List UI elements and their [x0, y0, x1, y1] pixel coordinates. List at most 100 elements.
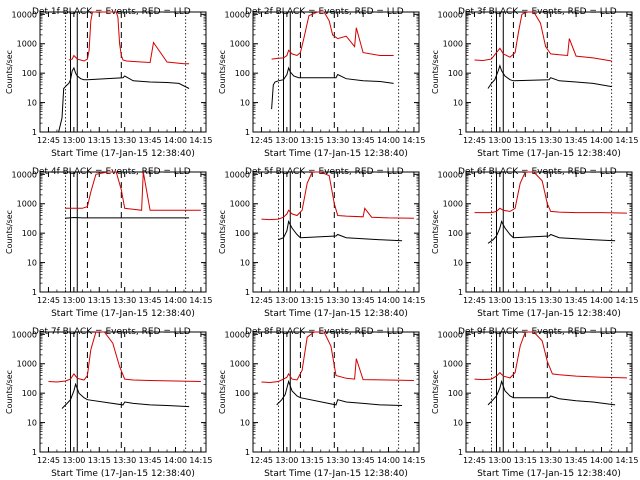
x-tick-label: 13:30	[113, 456, 136, 465]
y-tick-label: 1000	[443, 360, 463, 369]
x-axis-label: Start Time (17-Jan-15 12:38:40)	[51, 149, 195, 159]
detector-panel-2: Det 2f BLACK = Events, RED = LLDCounts/s…	[218, 7, 425, 159]
x-tick-label: 13:00	[488, 456, 511, 465]
y-tick-label: 1000	[443, 200, 463, 209]
y-axis-label: Counts/sec	[218, 370, 227, 414]
y-tick-label: 10	[453, 259, 463, 268]
y-tick-label: 100	[235, 229, 250, 238]
x-tick-label: 12:45	[463, 136, 486, 145]
y-tick-label: 1000	[230, 360, 250, 369]
x-tick-label: 14:15	[189, 296, 212, 305]
x-tick-label: 14:15	[615, 296, 638, 305]
x-tick-label: 14:15	[615, 136, 638, 145]
x-tick-label: 14:00	[377, 296, 400, 305]
x-tick-label: 14:00	[164, 136, 187, 145]
panel-title: Det 5f BLACK = Events, RED = LLD	[245, 167, 404, 177]
series-line-lld	[261, 331, 414, 384]
x-tick-label: 14:00	[164, 456, 187, 465]
detector-panel-6: Det 6f BLACK = Events, RED = LLD Counts/s…	[431, 167, 638, 319]
y-tick-label: 10000	[12, 10, 37, 19]
x-tick-label: 12:45	[250, 456, 273, 465]
x-tick-label: 12:45	[37, 136, 60, 145]
detector-panel-5: Det 5f BLACK = Events, RED = LLD Counts/s…	[218, 167, 425, 319]
x-tick-label: 13:00	[275, 456, 298, 465]
y-tick-label: 10	[240, 99, 250, 108]
y-axis-label: Counts/sec	[431, 370, 440, 414]
x-tick-label: 13:45	[565, 296, 588, 305]
x-axis-label: Start Time (17-Jan-15 12:38:40)	[264, 149, 408, 159]
x-tick-label: 13:00	[488, 296, 511, 305]
y-tick-label: 100	[22, 229, 37, 238]
x-tick-label: 14:15	[402, 136, 425, 145]
detector-panel-4: Det 4f BLACK = Events, RED = LLDCounts/s…	[5, 167, 212, 319]
x-axis-label: Start Time (17-Jan-15 12:38:40)	[477, 469, 621, 479]
y-tick-label: 10000	[225, 170, 250, 179]
y-tick-label: 10000	[12, 330, 37, 339]
x-tick-label: 14:15	[402, 456, 425, 465]
x-tick-label: 13:15	[88, 136, 111, 145]
y-tick-label: 1	[458, 448, 463, 457]
x-tick-label: 13:30	[113, 136, 136, 145]
y-tick-label: 10	[240, 259, 250, 268]
x-tick-label: 13:45	[139, 136, 162, 145]
series-line-events	[61, 382, 190, 409]
panel-title: Det 7f BLACK = Events, RED = LLD	[32, 327, 191, 337]
y-tick-label: 1	[32, 448, 37, 457]
x-tick-label: 14:15	[189, 136, 212, 145]
x-axis-label: Start Time (17-Jan-15 12:38:40)	[264, 309, 408, 319]
x-axis-label: Start Time (17-Jan-15 12:38:40)	[51, 469, 195, 479]
x-tick-label: 13:00	[62, 136, 85, 145]
series-line-events	[487, 379, 616, 406]
detector-panel-1: Det 1f BLACK = Events, RED = LLDCounts/s…	[5, 7, 212, 159]
plot-frame	[252, 331, 420, 453]
series-line-lld	[48, 331, 201, 383]
y-tick-label: 10000	[438, 10, 463, 19]
x-tick-label: 13:00	[275, 296, 298, 305]
y-tick-label: 1	[458, 128, 463, 137]
y-tick-label: 1	[245, 448, 250, 457]
series-line-lld	[271, 11, 394, 60]
x-tick-label: 13:45	[565, 136, 588, 145]
x-tick-label: 13:45	[565, 456, 588, 465]
series-line-lld	[474, 331, 627, 381]
y-tick-label: 1000	[443, 40, 463, 49]
y-tick-label: 1000	[17, 40, 37, 49]
y-tick-label: 1	[458, 288, 463, 297]
x-tick-label: 14:00	[377, 456, 400, 465]
detector-panel-7: Det 7f BLACK = Events, RED = LLD Counts/s…	[5, 327, 212, 479]
y-tick-label: 10000	[225, 330, 250, 339]
x-tick-label: 12:45	[463, 296, 486, 305]
series-line-lld	[261, 171, 414, 221]
x-axis-label: Start Time (17-Jan-15 12:38:40)	[51, 309, 195, 319]
y-tick-label: 100	[448, 389, 463, 398]
panel-title: Det 6f BLACK = Events, RED = LLD	[458, 167, 617, 177]
y-tick-label: 10000	[438, 170, 463, 179]
x-tick-label: 14:00	[164, 296, 187, 305]
plot-frame	[39, 171, 207, 293]
x-tick-label: 13:00	[62, 456, 85, 465]
y-tick-label: 10	[27, 259, 37, 268]
plot-frame	[465, 331, 633, 453]
y-tick-label: 1000	[17, 360, 37, 369]
x-tick-label: 13:30	[539, 136, 562, 145]
y-axis-label: Counts/sec	[431, 210, 440, 254]
series-line-events	[65, 216, 190, 219]
x-tick-label: 12:45	[250, 296, 273, 305]
y-tick-label: 10	[27, 99, 37, 108]
x-tick-label: 13:00	[275, 136, 298, 145]
y-tick-label: 100	[448, 69, 463, 78]
x-tick-label: 13:45	[352, 136, 375, 145]
x-tick-label: 13:00	[488, 136, 511, 145]
x-tick-label: 13:30	[326, 456, 349, 465]
series-line-lld	[474, 171, 627, 214]
plot-frame	[252, 11, 420, 133]
y-tick-label: 1	[32, 128, 37, 137]
y-tick-label: 10000	[438, 330, 463, 339]
series-line-lld	[65, 171, 201, 211]
x-tick-label: 14:15	[615, 456, 638, 465]
y-tick-label: 10	[240, 419, 250, 428]
y-tick-label: 1000	[17, 200, 37, 209]
y-tick-label: 1000	[230, 200, 250, 209]
series-line-events	[278, 219, 403, 242]
